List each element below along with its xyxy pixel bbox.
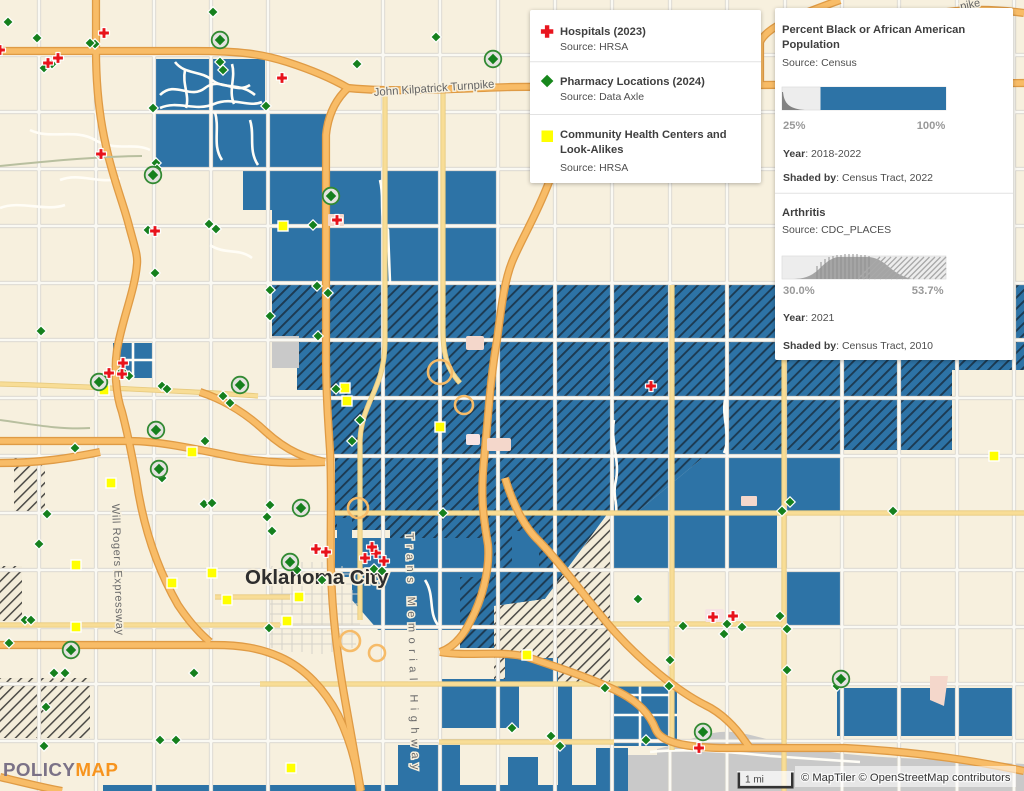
svg-text:© MapTiler © OpenStreetMap con: © MapTiler © OpenStreetMap contributors [801,772,1011,784]
svg-text:Oklahoma City: Oklahoma City [245,566,389,589]
svg-text:POLICYMAP: POLICYMAP [3,759,118,780]
svg-text:1 mi: 1 mi [745,775,764,786]
